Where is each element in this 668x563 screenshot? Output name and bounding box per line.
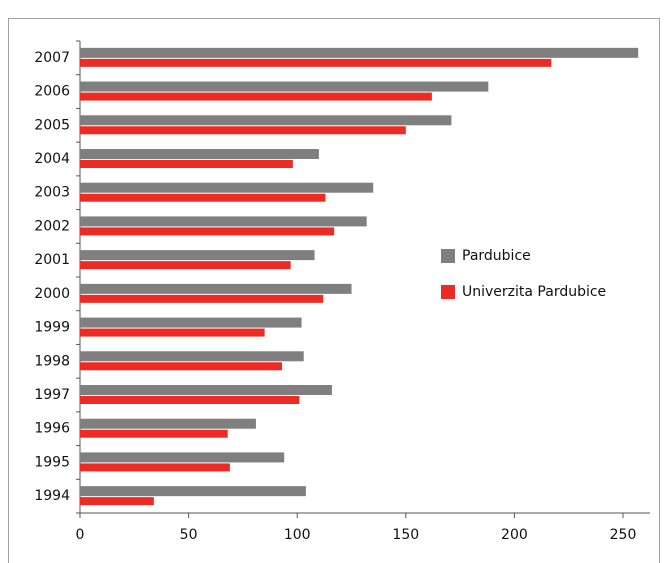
bar <box>80 486 306 497</box>
legend-label: Univerzita Pardubice <box>462 284 606 300</box>
y-tick-label: 1998 <box>34 353 70 369</box>
bar <box>80 351 304 362</box>
bar <box>80 47 639 58</box>
bar <box>80 115 452 126</box>
bar <box>80 362 282 371</box>
legend-swatch <box>441 285 455 299</box>
y-tick-label: 1995 <box>34 454 70 470</box>
y-tick-label: 2007 <box>34 50 70 66</box>
y-tick-label: 2000 <box>34 286 70 302</box>
bar <box>80 328 265 337</box>
x-tick-label: 50 <box>180 527 198 543</box>
bar <box>80 429 228 438</box>
bar <box>80 452 285 463</box>
bar <box>80 182 374 193</box>
y-tick-label: 2004 <box>34 151 70 167</box>
y-tick-label: 1999 <box>34 320 70 336</box>
x-tick-label: 100 <box>284 527 311 543</box>
bar <box>80 92 432 101</box>
bar <box>80 58 552 67</box>
bar <box>80 261 291 270</box>
x-tick-label: 200 <box>501 527 528 543</box>
y-tick-label: 2003 <box>34 185 70 201</box>
bar <box>80 294 324 303</box>
bar <box>80 126 406 135</box>
bar <box>80 283 352 294</box>
bar <box>80 216 367 227</box>
bar <box>80 227 335 236</box>
y-tick-label: 2002 <box>34 218 70 234</box>
bar <box>80 250 315 261</box>
y-tick-label: 1994 <box>34 488 70 504</box>
x-tick-label: 150 <box>392 527 419 543</box>
y-tick-label: 2001 <box>34 252 70 268</box>
y-tick-label: 1996 <box>34 421 70 437</box>
bar <box>80 497 154 506</box>
y-tick-label: 2006 <box>34 84 70 100</box>
bar <box>80 149 319 159</box>
x-tick-label: 250 <box>610 527 637 543</box>
legend-swatch <box>441 249 455 263</box>
frame <box>8 18 660 563</box>
bar <box>80 317 302 328</box>
legend-label: Pardubice <box>462 248 531 264</box>
y-tick-label: 1997 <box>34 387 70 403</box>
bar <box>80 193 326 202</box>
bar <box>80 418 256 429</box>
y-tick-label: 2005 <box>34 117 70 133</box>
bar <box>80 385 332 395</box>
x-tick-label: 0 <box>76 527 85 543</box>
bar <box>80 396 300 404</box>
bar <box>80 463 230 472</box>
bar <box>80 160 293 168</box>
bar <box>80 81 489 92</box>
